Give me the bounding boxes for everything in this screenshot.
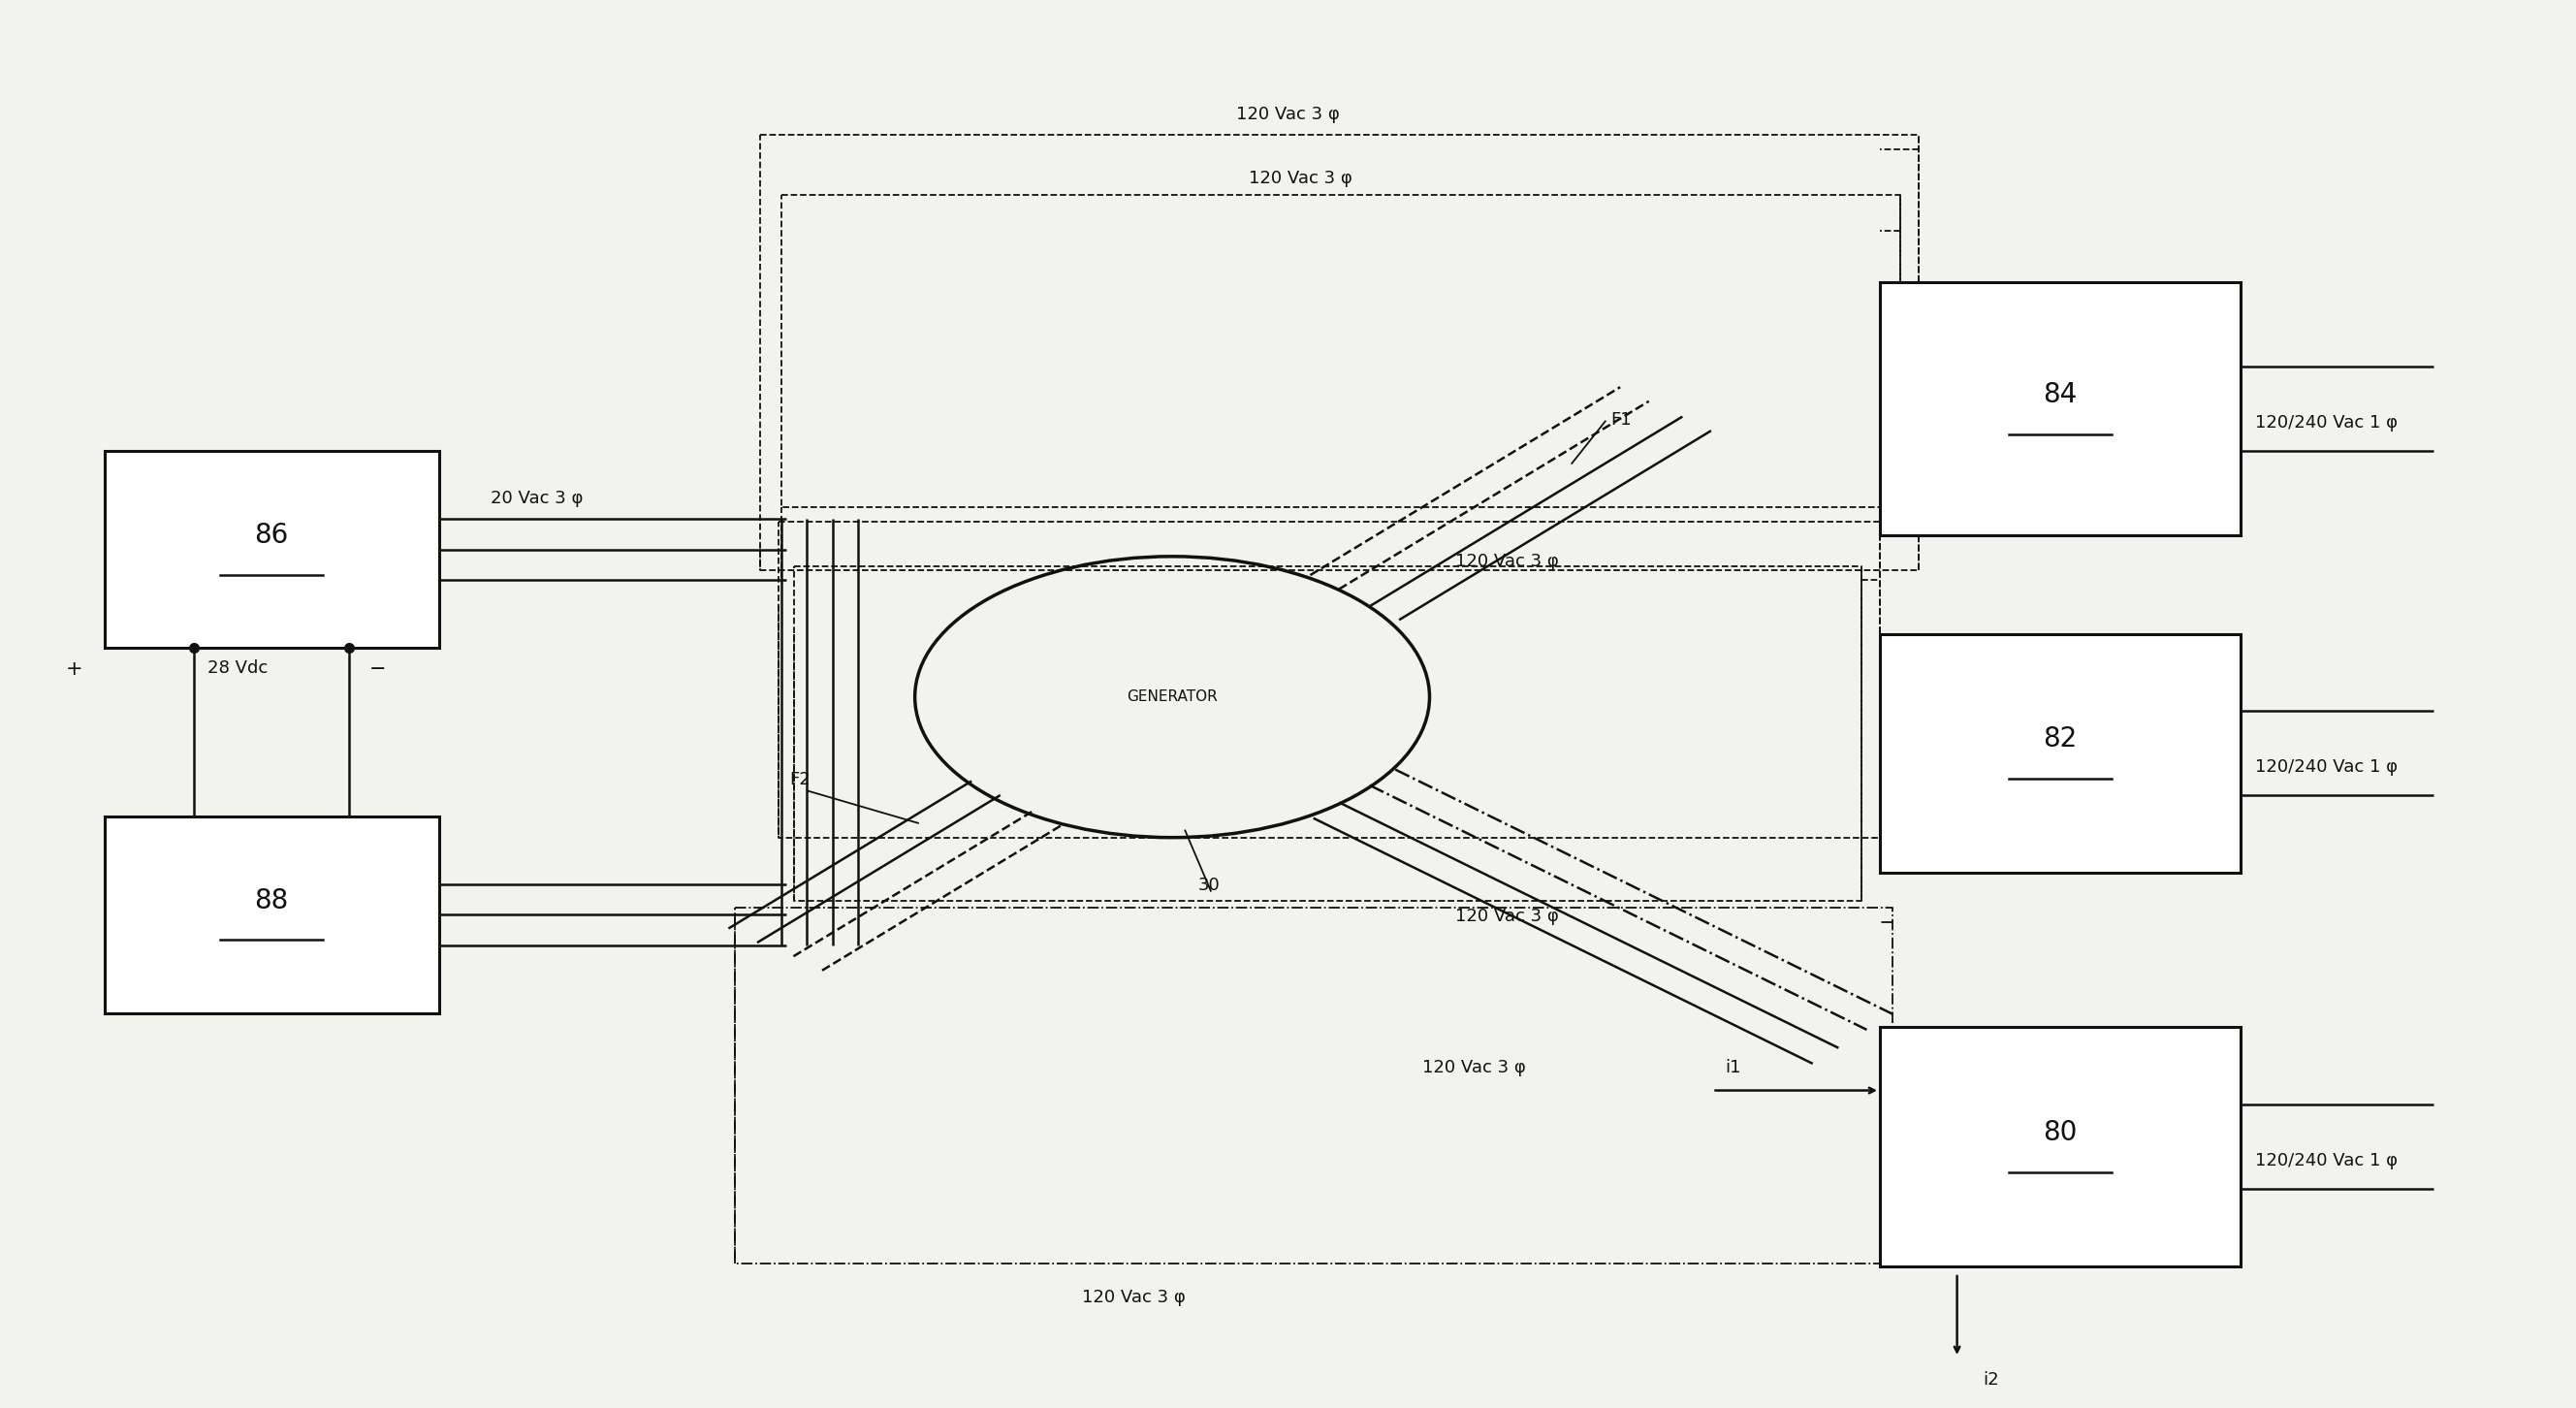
Bar (103, 817, 438, 1014)
Text: 120/240 Vac 1 φ: 120/240 Vac 1 φ (2257, 759, 2398, 776)
Text: F2: F2 (788, 770, 811, 788)
Text: 86: 86 (255, 522, 289, 549)
Text: 30: 30 (1198, 876, 1221, 894)
Text: 120 Vac 3 φ: 120 Vac 3 φ (1422, 1059, 1525, 1076)
Text: F1: F1 (1610, 411, 1631, 428)
Text: 120 Vac 3 φ: 120 Vac 3 φ (1455, 908, 1558, 925)
Text: 120/240 Vac 1 φ: 120/240 Vac 1 φ (2257, 414, 2398, 432)
Text: 120 Vac 3 φ: 120 Vac 3 φ (1236, 106, 1340, 124)
Bar (1880, 283, 2241, 535)
Text: 120 Vac 3 φ: 120 Vac 3 φ (1455, 553, 1558, 570)
Text: 20 Vac 3 φ: 20 Vac 3 φ (489, 490, 582, 507)
Text: 88: 88 (255, 887, 289, 914)
Text: 120 Vac 3 φ: 120 Vac 3 φ (1249, 169, 1352, 187)
Text: GENERATOR: GENERATOR (1126, 690, 1218, 704)
Text: 28 Vdc: 28 Vdc (206, 659, 268, 676)
Bar (103, 451, 438, 648)
Text: 120/240 Vac 1 φ: 120/240 Vac 1 φ (2257, 1152, 2398, 1170)
Text: +: + (64, 659, 82, 679)
Bar (1880, 634, 2241, 873)
Bar (1880, 1028, 2241, 1266)
Text: 84: 84 (2043, 382, 2076, 408)
Text: −: − (368, 659, 386, 679)
Text: 80: 80 (2043, 1119, 2076, 1146)
Text: 120 Vac 3 φ: 120 Vac 3 φ (1082, 1288, 1185, 1307)
Text: 82: 82 (2043, 725, 2076, 753)
Text: i1: i1 (1726, 1059, 1741, 1076)
Text: i2: i2 (1984, 1371, 1999, 1388)
